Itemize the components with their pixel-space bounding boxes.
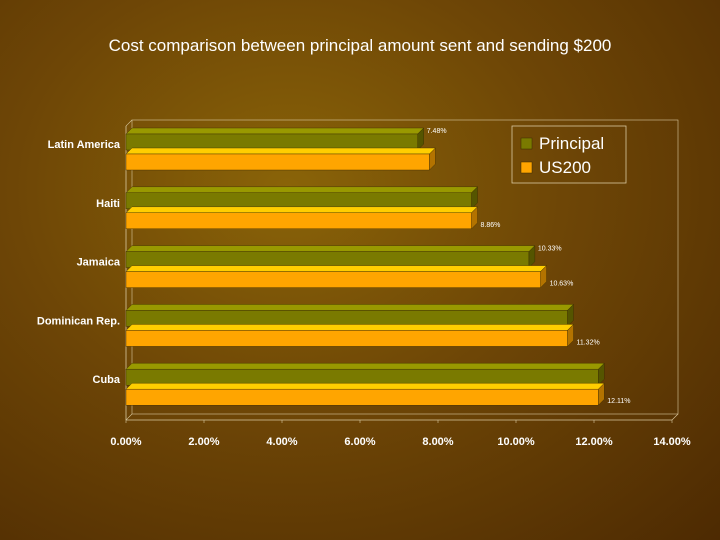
bar-front-face <box>125 330 568 347</box>
bar-principal-4 <box>125 362 605 386</box>
category-label: Jamaica <box>77 257 121 269</box>
category-label: Haiti <box>96 198 120 210</box>
bar-front-face <box>125 389 599 406</box>
bar-us200-1 <box>125 206 479 230</box>
bar-principal-0 <box>125 127 425 151</box>
category-label: Dominican Rep. <box>37 315 120 327</box>
bar-top-face <box>125 245 536 252</box>
x-tick-label: 8.00% <box>422 436 453 448</box>
x-tick-label: 6.00% <box>344 436 375 448</box>
bar-us200-4 <box>125 382 605 406</box>
x-tick-label: 14.00% <box>653 436 691 448</box>
x-tick-labels: 0.00% 2.00% 4.00% 6.00% 8.00% 10.00% 12.00% 14.… <box>110 420 691 448</box>
legend: Principal US200 <box>511 125 627 184</box>
data-label: 12.11% <box>607 398 630 405</box>
bars-group <box>125 127 605 406</box>
legend-label-principal: Principal <box>539 134 604 153</box>
bar-front-face <box>125 192 472 210</box>
legend-swatch-principal <box>520 137 533 150</box>
legend-swatch-us200 <box>520 161 533 174</box>
legend-box <box>511 125 627 184</box>
x-tick-label: 0.00% <box>110 436 141 448</box>
x-tick-label: 12.00% <box>575 436 613 448</box>
depth-edge-right <box>671 413 679 421</box>
x-tick-label: 4.00% <box>266 436 297 448</box>
data-label: 10.33% <box>538 246 562 253</box>
bar-principal-2 <box>125 245 536 269</box>
data-label: 10.63% <box>550 281 574 288</box>
bar-us200-0 <box>125 147 436 171</box>
category-labels: Latin America Haiti Jamaica Dominican Rep. C… <box>37 139 121 386</box>
bar-top-face <box>125 363 605 370</box>
bar-front-face <box>125 369 599 386</box>
bar-top-face <box>125 265 548 272</box>
bar-top-face <box>125 127 425 135</box>
bar-us200-2 <box>125 265 548 289</box>
x-tick-label: 2.00% <box>188 436 219 448</box>
chart-title: Cost comparison between principal amount… <box>108 36 612 55</box>
bar-top-face <box>125 304 574 311</box>
bar-top-face <box>125 383 605 390</box>
bar-top-face <box>125 324 574 331</box>
data-label: 7.48% <box>427 128 447 135</box>
bar-front-face <box>125 212 472 230</box>
bar-top-face <box>125 206 479 214</box>
category-label: Cuba <box>93 374 121 386</box>
depth-edge-bottom <box>125 413 133 421</box>
bar-front-face <box>125 133 418 151</box>
depth-edge-top <box>125 119 133 127</box>
category-label: Latin America <box>48 139 121 151</box>
bar-front-face <box>125 310 568 327</box>
data-label: 8.86% <box>481 222 501 229</box>
legend-label-us200: US200 <box>539 158 591 177</box>
bar-front-face <box>125 271 541 288</box>
bar-top-face <box>125 147 436 155</box>
x-tick-label: 10.00% <box>497 436 535 448</box>
bar-principal-1 <box>125 186 479 210</box>
data-labels: 7.48% 8.86% 10.33% 10.63% 11.32% 12.11% <box>427 128 631 405</box>
bar-front-face <box>125 251 530 268</box>
bar-us200-3 <box>125 323 574 347</box>
data-label: 11.32% <box>576 339 599 346</box>
bar-top-face <box>125 186 479 194</box>
bar-principal-3 <box>125 303 574 327</box>
bar-front-face <box>125 153 430 171</box>
